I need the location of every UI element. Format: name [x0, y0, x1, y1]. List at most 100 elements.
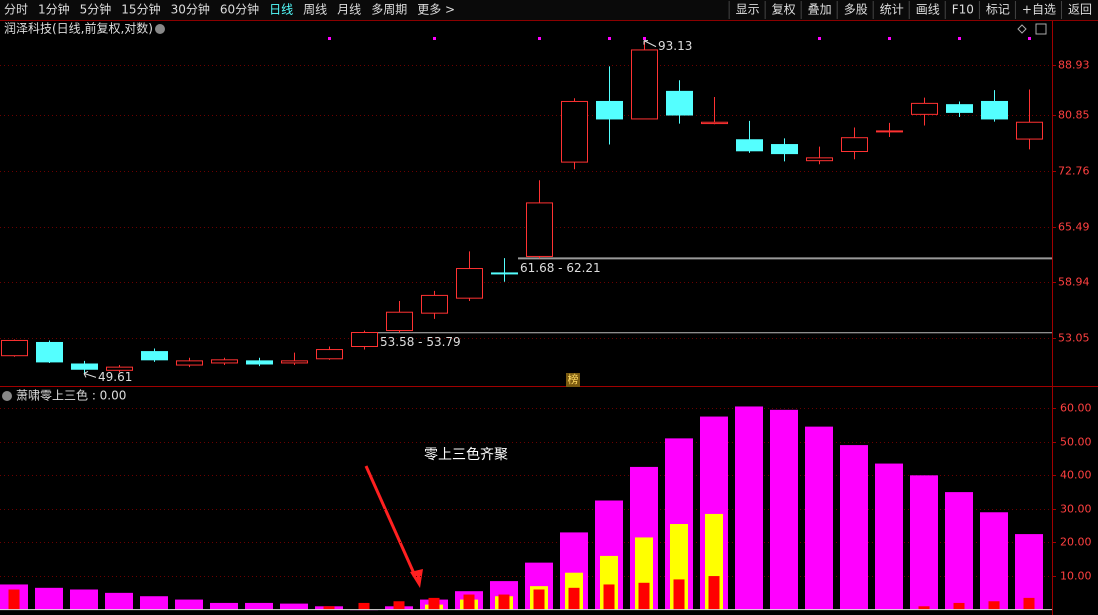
candle-body: [1016, 121, 1043, 140]
period-tab[interactable]: 分时: [4, 3, 28, 17]
diamond-icon[interactable]: [1017, 24, 1027, 34]
toolbar-button[interactable]: 复权: [772, 3, 796, 17]
candle-body: [666, 90, 693, 116]
candle-body: [561, 100, 588, 163]
candle-body: [316, 349, 343, 360]
window-icon[interactable]: [1035, 23, 1047, 35]
indicator-bar: [498, 594, 510, 610]
y-tick-label: 10.00: [1060, 570, 1092, 583]
candle-body: [71, 363, 98, 370]
candle-body: [421, 294, 448, 314]
indicator-bar: [805, 426, 833, 610]
candle-body: [701, 121, 728, 125]
toolbar-button[interactable]: 叠加: [808, 3, 832, 17]
toolbar-button[interactable]: 返回: [1068, 3, 1092, 17]
toolbar-button[interactable]: F10: [952, 3, 974, 17]
period-tab[interactable]: 周线: [303, 3, 327, 17]
indicator-title: 萧啸零上三色 : 0.00: [16, 389, 126, 403]
indicator-bar: [35, 587, 63, 610]
menu-icon[interactable]: [2, 391, 12, 401]
indicator-bar: [980, 512, 1008, 610]
candle-body: [106, 366, 133, 371]
period-tab[interactable]: 1分钟: [38, 2, 70, 17]
event-marker: [433, 37, 436, 40]
candle-body: [491, 272, 518, 275]
max-label: 93.13: [658, 39, 692, 53]
indicator-bar: [140, 596, 168, 610]
event-marker: [1028, 37, 1031, 40]
indicator-bar: [210, 602, 238, 610]
y-tick-label: 72.76: [1058, 165, 1090, 178]
indicator-bar: [463, 594, 475, 610]
candle-body: [281, 360, 308, 364]
candle-body: [981, 100, 1008, 120]
annotation: 零上三色齐聚: [424, 446, 508, 463]
indicator-bar: [428, 597, 440, 610]
y-tick-label: 20.00: [1060, 536, 1092, 549]
candle-body: [911, 102, 938, 115]
indicator-bar: [770, 409, 798, 610]
y-tick-label: 53.05: [1058, 332, 1090, 345]
indicator-bar: [875, 463, 903, 610]
indicator-bar: [988, 601, 1000, 610]
candle-body: [211, 359, 238, 364]
candle-body: [771, 144, 798, 155]
menu-icon[interactable]: [155, 24, 165, 34]
indicator-bar: [245, 602, 273, 610]
candle-body: [351, 332, 378, 348]
indicator-bar: [393, 601, 405, 610]
indicator-bar: [323, 606, 335, 610]
period-tab[interactable]: 5分钟: [80, 2, 112, 17]
indicator-bar: [945, 492, 973, 610]
candle-body: [806, 157, 833, 162]
toolbar-button[interactable]: 多股: [844, 3, 868, 17]
candle-body: [246, 360, 273, 365]
candle-body: [596, 100, 623, 120]
toolbar-button[interactable]: 显示: [736, 3, 760, 17]
candle-body: [176, 360, 203, 366]
toolbar-button[interactable]: 画线: [916, 3, 940, 17]
y-tick-label: 60.00: [1060, 402, 1092, 415]
y-tick-label: 30.00: [1060, 503, 1092, 516]
period-tab[interactable]: 更多 >: [417, 3, 455, 17]
toolbar-button[interactable]: +自选: [1022, 3, 1056, 17]
indicator-bar: [953, 602, 965, 610]
indicator-bar: [1023, 597, 1035, 610]
candle-body: [386, 311, 413, 332]
period-tab[interactable]: 30分钟: [171, 2, 210, 17]
toolbar: [0, 0, 1098, 20]
toolbar-button[interactable]: 标记: [986, 3, 1010, 17]
indicator-bar: [280, 603, 308, 610]
period-tab[interactable]: 多周期: [371, 3, 407, 17]
event-marker: [608, 37, 611, 40]
candle-body: [631, 49, 658, 120]
indicator-bar: [603, 584, 615, 610]
max-arrow: [643, 40, 657, 48]
toolbar-button[interactable]: 统计: [880, 3, 904, 17]
gap-label: 53.58 - 53.79: [380, 335, 461, 349]
event-marker: [328, 37, 331, 40]
y-tick-label: 58.94: [1058, 276, 1090, 289]
annotation-arrow: [364, 465, 418, 579]
badge-box: [566, 373, 580, 387]
indicator-bar: [568, 587, 580, 610]
y-tick-label: 40.00: [1060, 469, 1092, 482]
period-tab[interactable]: 月线: [337, 3, 361, 17]
period-tab[interactable]: 日线: [269, 3, 293, 17]
candle-body: [736, 139, 763, 152]
candle-body: [1, 339, 28, 357]
candle-body: [876, 130, 903, 133]
event-marker: [888, 37, 891, 40]
y-tick-label: 80.85: [1058, 109, 1090, 122]
y-tick-label: 50.00: [1060, 436, 1092, 449]
indicator-bar: [8, 589, 20, 610]
period-tab[interactable]: 15分钟: [121, 2, 160, 17]
period-tab[interactable]: 60分钟: [220, 2, 259, 17]
candle-body: [141, 351, 168, 361]
event-marker: [958, 37, 961, 40]
event-marker: [538, 37, 541, 40]
min-arrow: [83, 370, 97, 378]
indicator-bar: [918, 606, 930, 610]
candle-body: [946, 104, 973, 113]
candle-body: [841, 137, 868, 153]
